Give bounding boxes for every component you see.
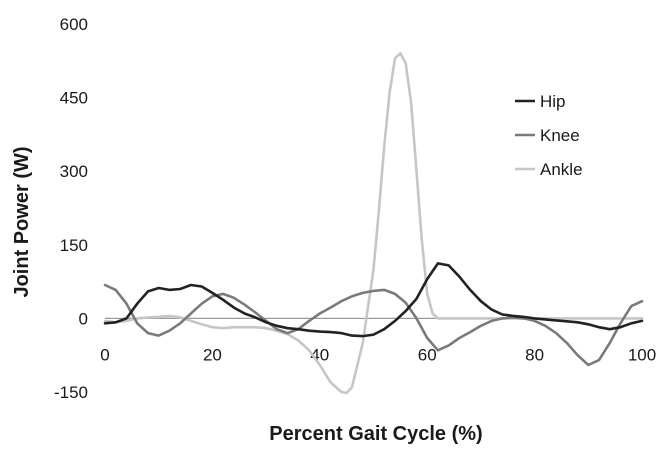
y-tick-label: 600 xyxy=(60,15,88,34)
x-tick-label: 80 xyxy=(525,345,544,364)
x-tick-label: 100 xyxy=(628,345,656,364)
x-tick-label: 20 xyxy=(203,345,222,364)
x-axis-title: Percent Gait Cycle (%) xyxy=(269,423,482,445)
x-tick-label: 60 xyxy=(418,345,437,364)
y-tick-label: 300 xyxy=(60,162,88,181)
y-tick-label: 0 xyxy=(79,309,88,328)
series-line-ankle xyxy=(103,52,644,395)
legend-label-hip: Hip xyxy=(540,92,566,111)
series-line-knee xyxy=(103,283,644,367)
legend: Hip Knee Ankle xyxy=(507,80,611,190)
y-tick-label: -150 xyxy=(54,383,88,402)
x-axis-ticks: 0 20 40 60 80 100 xyxy=(100,345,656,364)
series-layer xyxy=(103,52,644,395)
legend-label-knee: Knee xyxy=(540,126,580,145)
y-axis-title: Joint Power (W) xyxy=(11,146,33,297)
legend-label-ankle: Ankle xyxy=(540,160,583,179)
y-tick-label: 450 xyxy=(60,89,88,108)
y-tick-label: 150 xyxy=(60,236,88,255)
x-tick-label: 0 xyxy=(100,345,109,364)
y-axis-ticks: -150 0 150 300 450 600 xyxy=(54,15,88,402)
series-line-hip xyxy=(103,262,644,338)
